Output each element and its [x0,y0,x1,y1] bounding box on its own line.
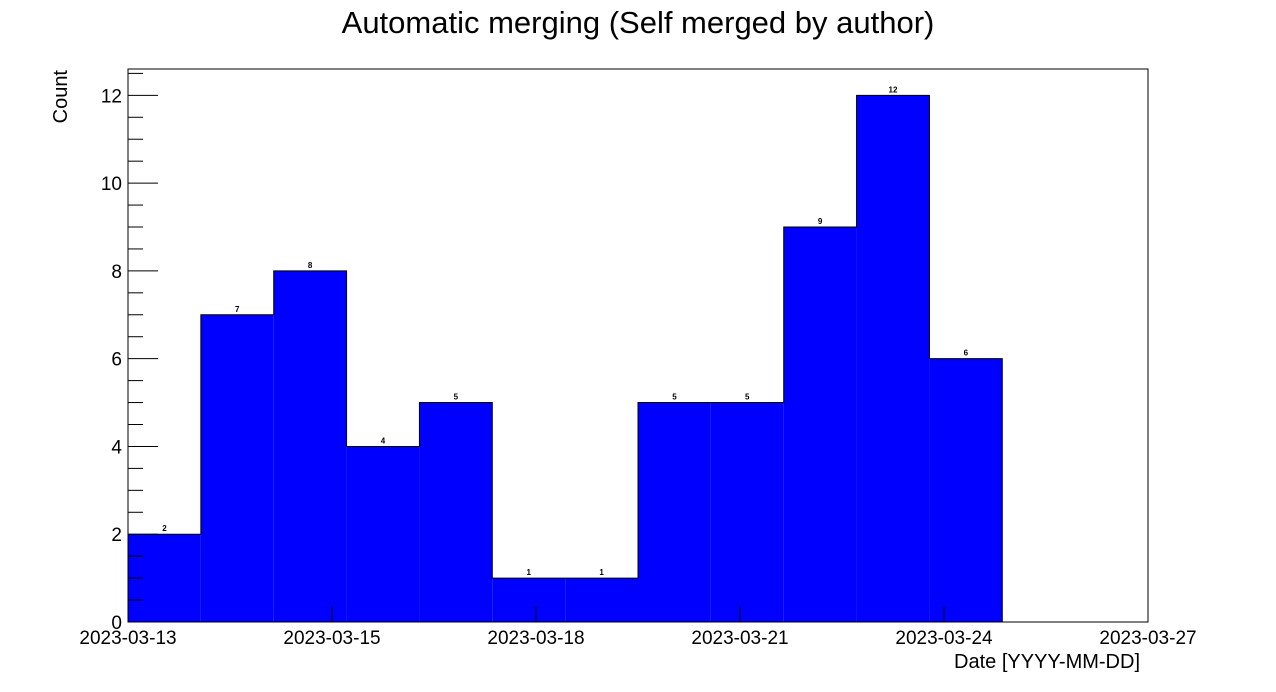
data-label: 5 [672,393,677,402]
x-tick-label: 2023-03-13 [79,628,176,649]
x-tick-label: 2023-03-24 [895,628,993,649]
plot-frame [127,68,1149,623]
y-tick-label: 8 [111,262,122,283]
histogram-outline [127,94,1148,623]
data-label: 2 [162,524,167,533]
bar [565,578,638,622]
y-tick-label: 4 [111,437,122,458]
data-label: 5 [745,393,750,402]
data-label: 12 [889,85,898,94]
bar [856,95,930,623]
y-axis: 0 2 4 6 8 10 12 [101,72,158,634]
data-label: 6 [964,349,969,358]
y-tick-label: 10 [101,174,122,195]
data-label: 5 [454,393,459,402]
x-tick-label: 2023-03-15 [283,628,380,649]
y-tick-label: 6 [111,350,122,371]
bar [419,402,493,622]
x-axis-label: Date [YYYY-MM-DD] [954,651,1140,673]
bar [492,578,566,622]
y-axis-label: Count [50,70,72,124]
data-label: 4 [381,436,386,445]
y-tick-label: 2 [111,525,122,546]
chart-title: Automatic merging (Self merged by author… [342,5,935,40]
bar [783,227,857,622]
bar [346,446,420,622]
x-tick-label: 2023-03-18 [487,628,584,649]
y-tick-label: 0 [111,613,122,634]
data-label: 7 [235,305,240,314]
bars-group [127,94,1148,623]
bar [638,402,711,622]
bar [710,402,784,622]
data-label: 1 [599,568,604,577]
y-tick-label: 12 [101,86,122,107]
data-label: 8 [308,261,313,270]
bar [200,314,274,622]
data-labels-group: 2 7 8 4 5 1 1 5 5 9 12 6 [162,85,968,577]
data-label: 1 [526,568,531,577]
bar [929,358,1003,622]
x-axis: 2023-03-13 2023-03-15 2023-03-18 2023-03-21… [79,606,1197,649]
x-tick-label: 2023-03-27 [1099,628,1196,649]
x-tick-label: 2023-03-21 [691,628,788,649]
bar [273,270,347,622]
data-label: 9 [818,217,823,226]
